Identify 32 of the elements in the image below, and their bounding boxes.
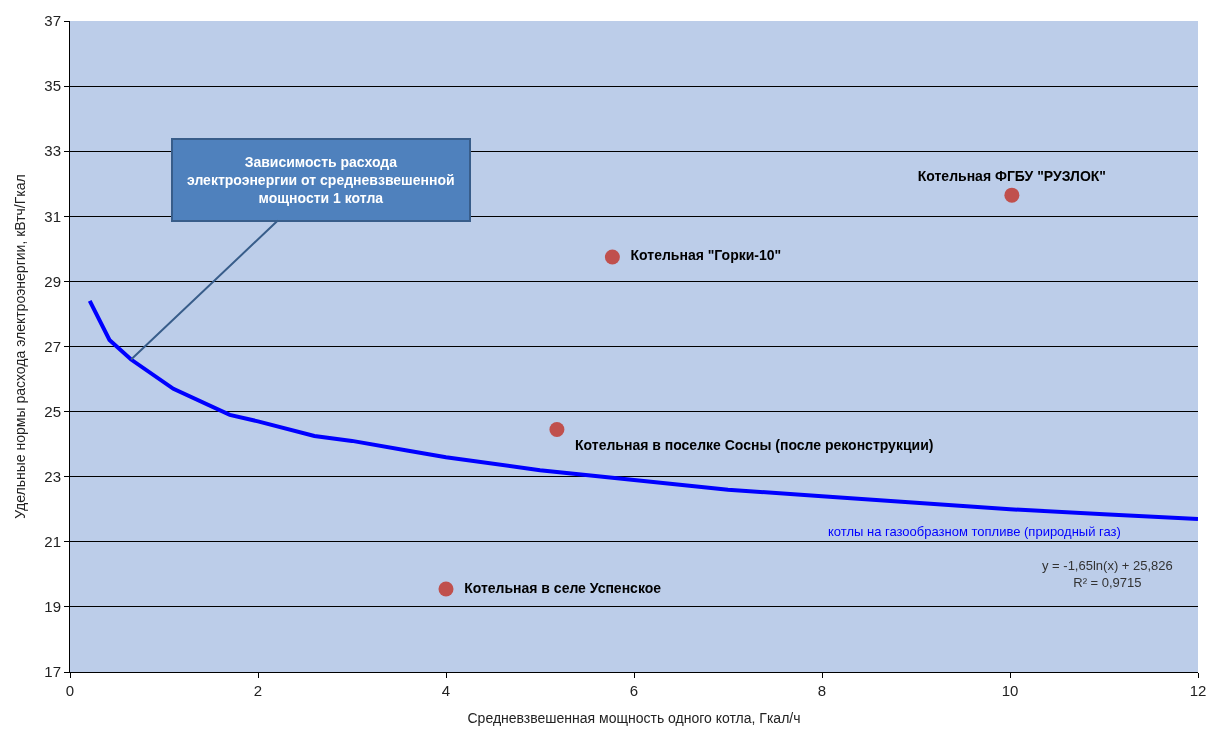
x-tick-label: 6: [629, 682, 639, 699]
point: [438, 581, 454, 597]
y-axis-title: Удельные нормы расхода электроэнергии, кВтч/Гкал: [11, 174, 28, 519]
y-tick-label: 17: [44, 663, 61, 681]
x-tick-label: 2: [253, 682, 263, 699]
data-label: Котельная в поселке Сосны (после реконструкции): [567, 437, 942, 454]
annotation: y = -1,65ln(x) + 25,826 R² = 0,9715: [1042, 558, 1173, 590]
y-tick-label: 23: [44, 467, 61, 485]
point: [1004, 187, 1020, 203]
x-tick-label: 4: [441, 682, 451, 699]
y-tick-label: 37: [44, 12, 61, 30]
annotation: Зависимость расхода электроэнергии от средневзвешенной мощности 1 котла: [187, 154, 455, 207]
point: [549, 422, 565, 437]
x-axis-title: Средневзвешенная мощность одного котла, Гкал/ч: [467, 710, 801, 727]
y-tick-label: 25: [44, 402, 61, 420]
y-tick-label: 21: [44, 533, 61, 551]
point: [604, 249, 620, 265]
y-tick-label: 29: [44, 272, 61, 290]
y-tick-label: 35: [44, 77, 61, 95]
data-label: Котельная ФГБУ "РУЗЛОК": [910, 168, 1114, 185]
x-tick-label: 8: [817, 682, 827, 699]
y-tick-label: 19: [44, 598, 61, 616]
x-tick-label: 0: [65, 682, 75, 699]
data-label: Котельная в селе Успенское: [456, 579, 669, 596]
line-series: [87, 298, 1198, 522]
y-tick-label: 33: [44, 142, 61, 160]
x-tick-label: 10: [1001, 682, 1019, 699]
x-tick-label: 12: [1189, 682, 1207, 699]
data-label: Котельная "Горки-10": [622, 247, 789, 264]
series-label: котлы на газообразном топливе (природный газ): [828, 524, 1121, 539]
y-tick-label: 31: [44, 207, 61, 225]
y-tick-label: 27: [44, 337, 61, 355]
